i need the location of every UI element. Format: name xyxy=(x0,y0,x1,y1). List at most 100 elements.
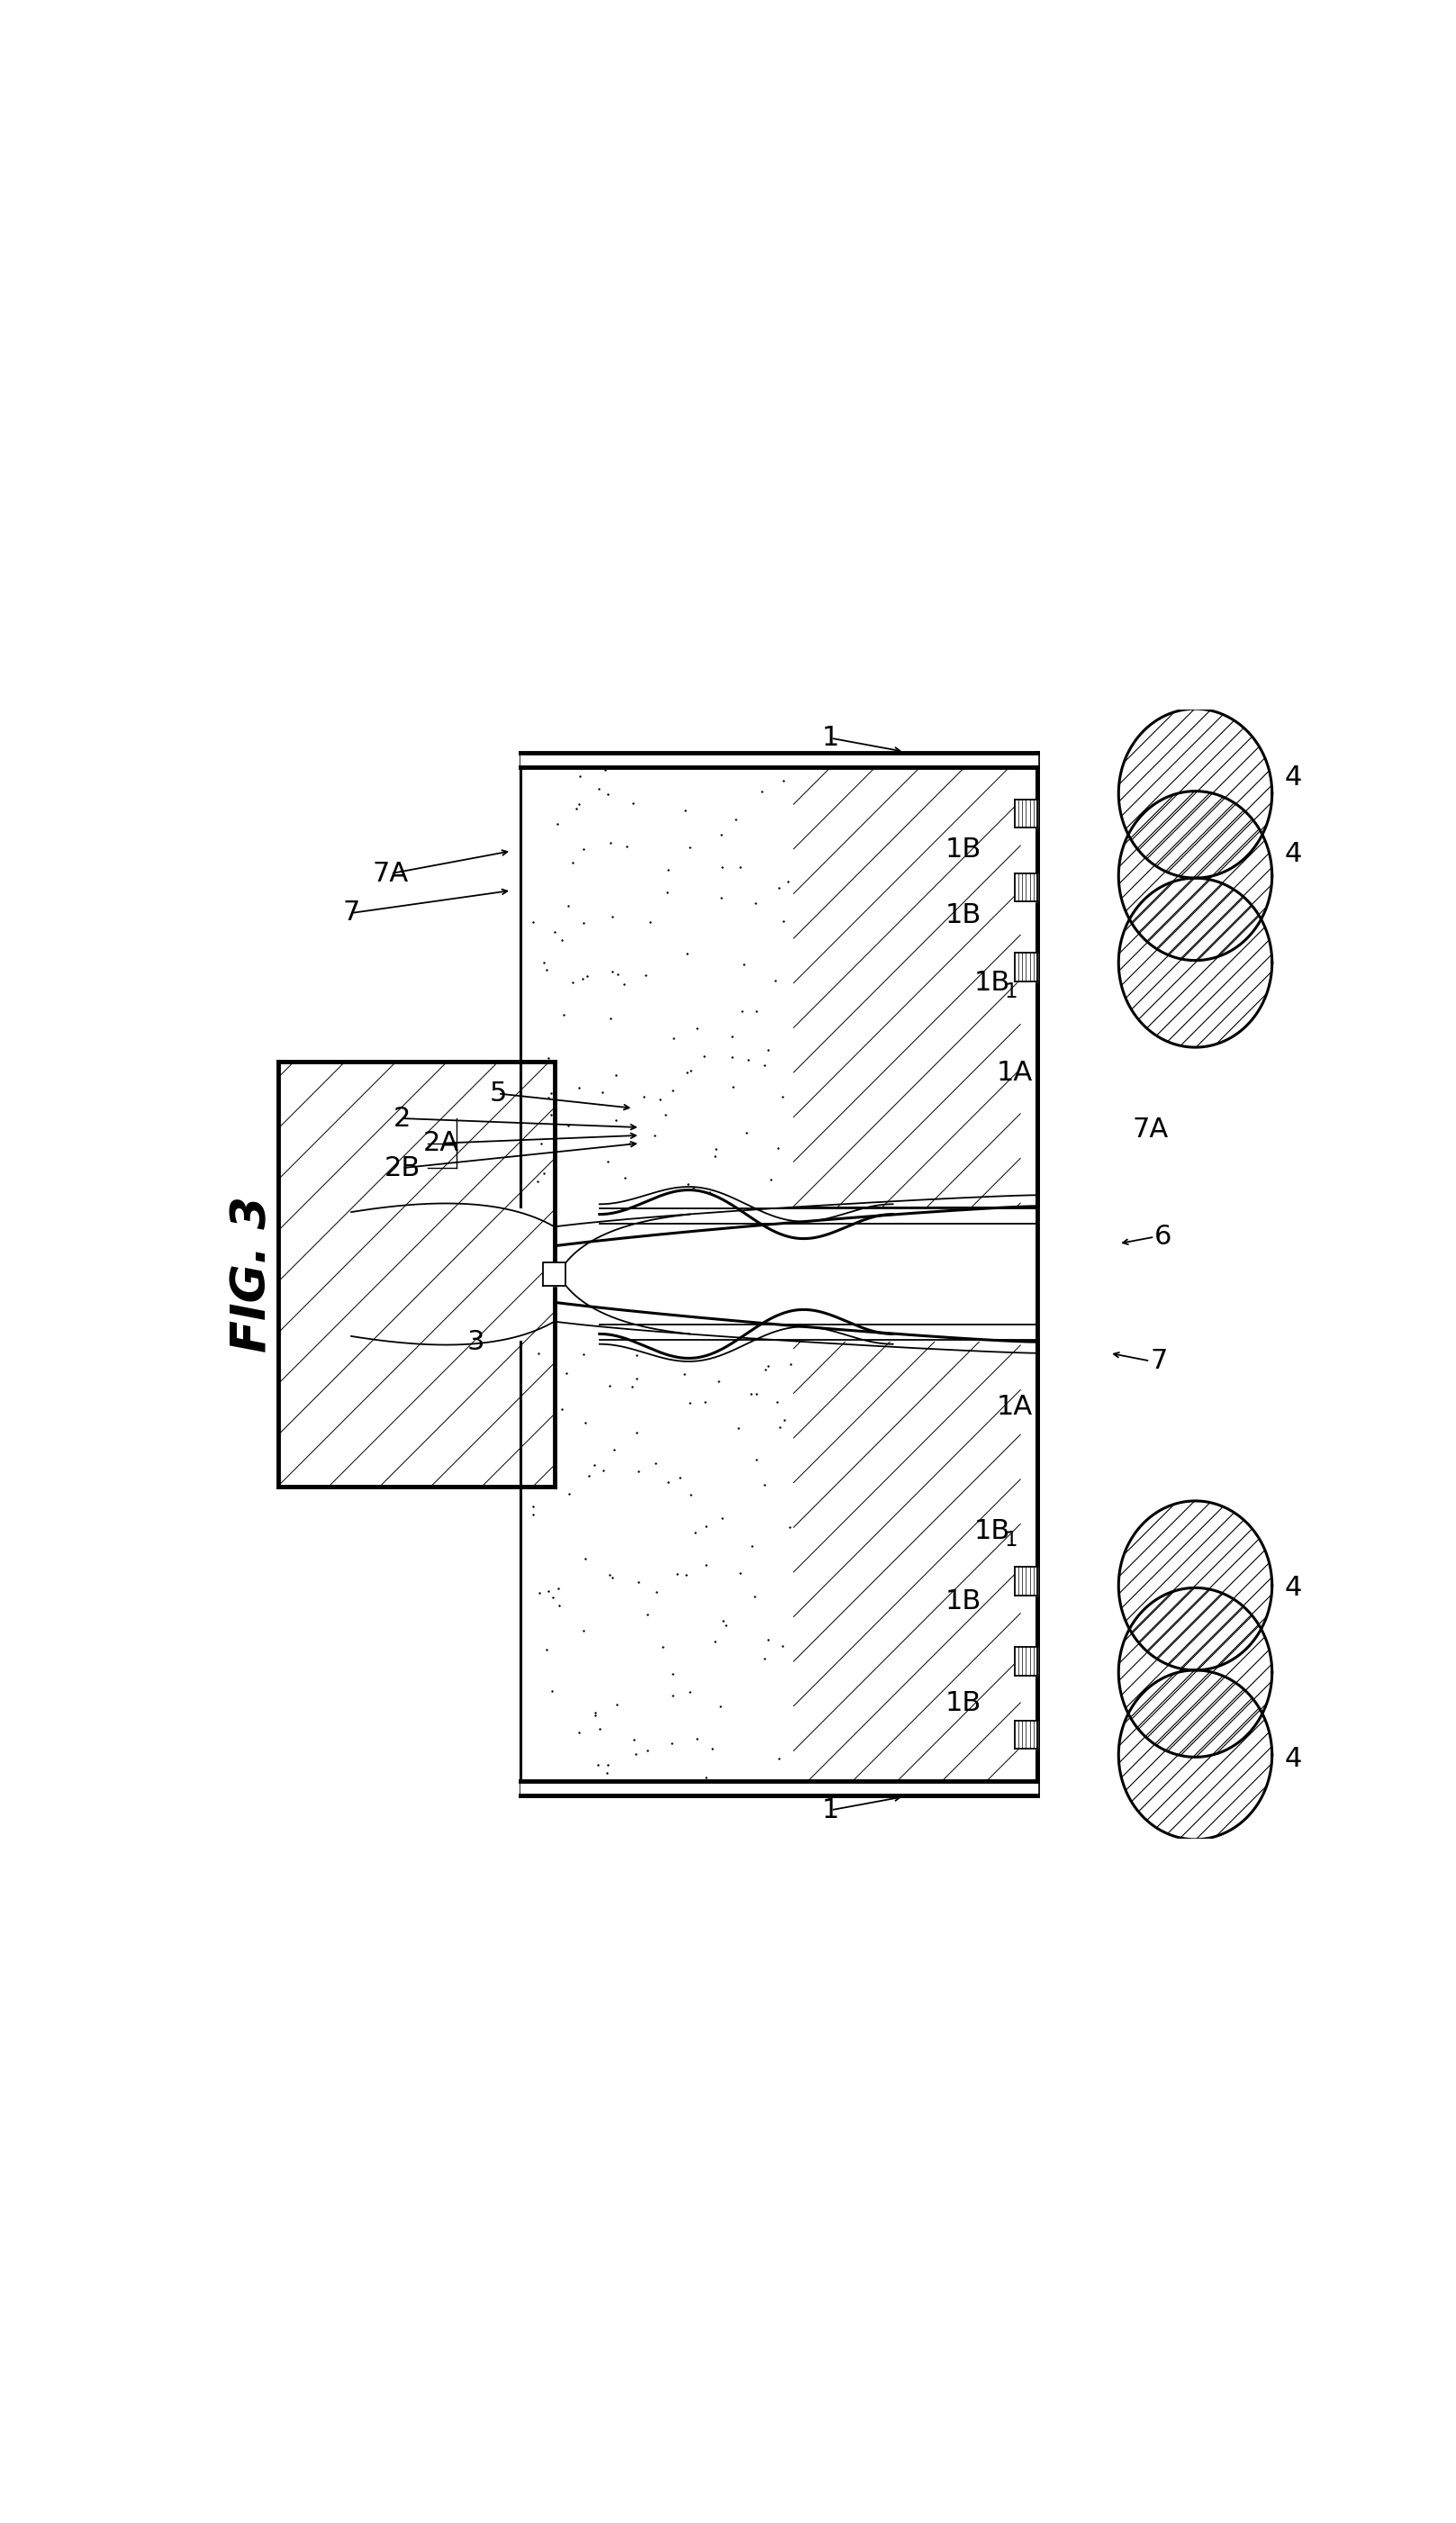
Point xyxy=(744,1373,767,1413)
Point xyxy=(636,1595,660,1635)
Point xyxy=(741,1526,764,1567)
Point xyxy=(665,1554,689,1595)
Text: 4: 4 xyxy=(1284,764,1302,790)
Point xyxy=(593,749,616,790)
Point xyxy=(572,1610,596,1650)
Point xyxy=(703,1135,727,1176)
Point xyxy=(728,1552,751,1592)
Polygon shape xyxy=(1015,1648,1037,1675)
Text: 2A: 2A xyxy=(424,1130,460,1156)
Point xyxy=(521,901,545,941)
Point xyxy=(598,1365,622,1405)
Point xyxy=(572,1335,596,1375)
Point xyxy=(537,1572,561,1612)
Point xyxy=(628,1451,651,1491)
Point xyxy=(662,1019,686,1060)
Text: 4: 4 xyxy=(1284,840,1302,868)
Point xyxy=(737,1039,760,1080)
Point xyxy=(543,913,566,954)
Point xyxy=(550,921,574,961)
Text: 1: 1 xyxy=(823,724,840,752)
Point xyxy=(729,992,753,1032)
Point xyxy=(681,1168,705,1209)
Point xyxy=(527,1335,550,1375)
Point xyxy=(764,961,788,1002)
Point xyxy=(676,1052,699,1092)
Point xyxy=(616,828,639,868)
Point xyxy=(678,1673,702,1713)
Point xyxy=(767,868,791,908)
Point xyxy=(772,901,795,941)
Point xyxy=(596,1753,619,1794)
Point xyxy=(591,1072,614,1113)
Point xyxy=(582,1446,606,1486)
Point xyxy=(565,790,588,830)
Point xyxy=(606,954,629,994)
Text: 7: 7 xyxy=(1150,1347,1168,1375)
Text: 4: 4 xyxy=(1284,1746,1302,1771)
Point xyxy=(540,1670,563,1711)
Point xyxy=(596,1746,619,1786)
Point xyxy=(547,1584,571,1625)
Text: 3: 3 xyxy=(466,1330,485,1355)
Text: 5: 5 xyxy=(489,1080,507,1108)
Polygon shape xyxy=(521,752,1037,767)
Point xyxy=(775,1761,798,1801)
Point xyxy=(753,1466,776,1506)
Point xyxy=(711,1499,734,1539)
Point xyxy=(657,850,680,891)
Point xyxy=(693,1383,716,1423)
Point xyxy=(558,1473,581,1514)
Point xyxy=(740,1375,763,1415)
Point xyxy=(642,1115,665,1156)
Point xyxy=(537,1037,561,1077)
Point xyxy=(728,848,751,888)
Point xyxy=(727,1408,750,1448)
Text: 7A: 7A xyxy=(1133,1118,1168,1143)
Text: 7A: 7A xyxy=(373,860,409,886)
Text: 1B: 1B xyxy=(974,969,1010,997)
Point xyxy=(686,1009,709,1050)
Point xyxy=(743,1577,766,1617)
Point xyxy=(686,1718,709,1759)
Point xyxy=(625,1413,648,1453)
Point xyxy=(709,1685,732,1726)
Point xyxy=(690,1764,713,1804)
Point xyxy=(628,1562,651,1602)
Point xyxy=(537,1077,561,1118)
Polygon shape xyxy=(521,752,1037,1206)
Point xyxy=(539,1095,562,1135)
Point xyxy=(561,961,584,1002)
Polygon shape xyxy=(1118,1501,1273,1670)
Point xyxy=(568,785,591,825)
Polygon shape xyxy=(1015,1567,1037,1595)
Point xyxy=(695,1506,718,1547)
Point xyxy=(574,1403,597,1443)
Point xyxy=(526,1161,549,1201)
Text: 2B: 2B xyxy=(384,1156,421,1181)
Point xyxy=(613,1158,636,1198)
Point xyxy=(613,964,636,1004)
Point xyxy=(601,1557,625,1597)
Point xyxy=(697,1173,721,1214)
Polygon shape xyxy=(521,1781,1037,1796)
Point xyxy=(744,883,767,923)
Point xyxy=(632,1077,655,1118)
Point xyxy=(674,790,697,830)
Point xyxy=(709,878,732,918)
Point xyxy=(604,1055,628,1095)
Point xyxy=(745,1441,769,1481)
Point xyxy=(770,1625,794,1665)
Text: 1B: 1B xyxy=(945,1589,981,1615)
Text: 1: 1 xyxy=(1005,981,1018,1002)
Text: 1A: 1A xyxy=(997,1060,1032,1087)
Point xyxy=(521,1486,545,1526)
Point xyxy=(601,896,625,936)
Point xyxy=(678,1383,702,1423)
Text: 1B: 1B xyxy=(945,903,981,928)
Point xyxy=(572,828,596,868)
Point xyxy=(534,1630,558,1670)
Point xyxy=(750,772,773,812)
Point xyxy=(529,1123,552,1163)
Point xyxy=(661,1723,684,1764)
